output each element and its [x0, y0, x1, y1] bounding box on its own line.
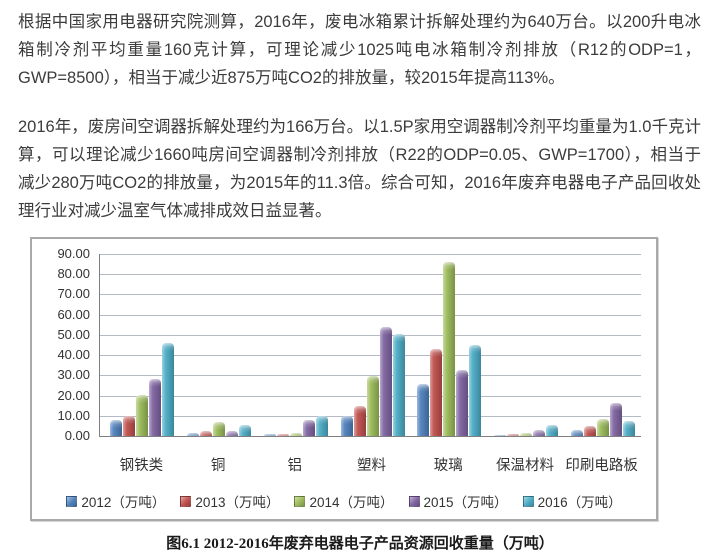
bar-area: [100, 254, 641, 436]
bar: [302, 419, 315, 436]
bar: [162, 342, 175, 436]
bar: [570, 429, 583, 436]
bar: [443, 262, 456, 436]
y-tick-label: 50.00: [57, 326, 90, 342]
chart-caption: 图6.1 2012-2016年废弃电器电子产品资源回收重量（万吨）: [166, 536, 554, 552]
bar: [289, 432, 302, 436]
bar: [417, 384, 430, 436]
bar-group-5: [411, 254, 488, 436]
bar: [200, 430, 213, 436]
x-axis-labels: 钢铁类 铜 铝 塑料 玻璃 保温材料 印刷电路板: [103, 454, 640, 475]
bar: [583, 425, 596, 436]
category-label: 玻璃: [433, 458, 463, 474]
gridline: [100, 355, 641, 357]
bar-group-2: [181, 254, 258, 436]
category-label: 铜: [210, 458, 226, 474]
bar: [493, 435, 506, 436]
legend-item: 2012（万吨）: [66, 491, 165, 511]
bar: [149, 379, 162, 436]
y-tick-label: 60.00: [57, 306, 90, 322]
bar-group-6: [488, 254, 565, 436]
y-tick-label: 90.00: [57, 246, 90, 261]
category-label: 塑料: [357, 458, 387, 474]
gridline: [100, 294, 641, 296]
y-tick-label: 40.00: [57, 347, 90, 363]
bar: [392, 333, 405, 436]
category-label: 钢铁类: [119, 458, 164, 474]
bar: [315, 415, 328, 436]
paragraph-2: 2016年，废房间空调器拆解处理约为166万台。以1.5P家用空调器制冷剂平均重…: [18, 118, 701, 220]
bar: [609, 402, 622, 436]
y-tick-label: 70.00: [57, 286, 90, 302]
y-tick-label: 0.00: [64, 428, 90, 443]
bar: [340, 415, 353, 436]
bar: [110, 419, 123, 436]
bar: [276, 434, 289, 436]
legend-item: 2014（万吨）: [294, 491, 394, 511]
category-label: 保温材料: [495, 458, 554, 474]
legend-item: 2015（万吨）: [408, 491, 508, 511]
bar: [123, 415, 136, 436]
y-tick-label: 10.00: [57, 407, 90, 423]
y-tick-label: 20.00: [57, 387, 90, 403]
legend-label: 2013（万吨）: [195, 495, 280, 510]
gridline: [100, 334, 641, 336]
legend-label: 2012（万吨）: [81, 495, 166, 510]
legend-label: 2016（万吨）: [537, 495, 622, 510]
legend-swatch: [66, 495, 78, 507]
legend-label: 2014（万吨）: [309, 495, 394, 510]
bar-group-7: [564, 254, 641, 436]
legend-item: 2013（万吨）: [180, 491, 279, 511]
bar: [226, 430, 239, 436]
bar: [239, 424, 252, 436]
plot-area: [99, 254, 641, 437]
bar-group-1: [104, 254, 181, 436]
legend: 2012（万吨） 2013（万吨） 2014（万吨） 2015（万吨） 2016（万吨）: [32, 491, 656, 511]
chart-frame: 90.00 80.00 70.00 60.00 50.00 40.00 30.00 20.00…: [30, 237, 658, 521]
legend-swatch: [408, 495, 420, 507]
bar-group-3: [257, 254, 334, 436]
gridline: [100, 314, 641, 316]
bar: [456, 370, 469, 436]
category-label: 铝: [287, 458, 303, 474]
bar: [596, 418, 609, 436]
bar: [213, 421, 226, 436]
y-tick-label: 30.00: [57, 367, 90, 383]
bar: [136, 394, 149, 436]
bar: [532, 429, 545, 436]
legend-item: 2016（万吨）: [522, 491, 622, 511]
bar: [187, 432, 200, 436]
y-axis-labels: 90.00 80.00 70.00 60.00 50.00 40.00 30.00 20.00…: [32, 239, 94, 519]
bar: [622, 420, 635, 436]
y-tick-label: 80.00: [57, 266, 90, 282]
bar: [519, 432, 532, 436]
bar: [263, 434, 276, 436]
gridline: [100, 375, 641, 377]
bar: [430, 349, 443, 436]
gridline: [100, 274, 641, 276]
bar-group-4: [334, 254, 411, 436]
legend-label: 2015（万吨）: [423, 495, 508, 510]
category-label: 印刷电路板: [565, 458, 638, 474]
legend-swatch: [180, 495, 192, 507]
bar: [366, 376, 379, 436]
bar: [506, 434, 519, 436]
legend-swatch: [522, 495, 534, 507]
bar: [353, 405, 366, 436]
bar: [379, 326, 392, 436]
gridline: [100, 254, 641, 255]
legend-swatch: [294, 495, 306, 507]
bar: [545, 424, 558, 436]
paragraph-1: 根据中国家用电器研究院测算，2016年，废电冰箱累计拆解处理约为640万台。以2…: [18, 13, 701, 87]
chart: 90.00 80.00 70.00 60.00 50.00 40.00 30.00 20.00…: [32, 239, 656, 519]
bar: [469, 345, 482, 436]
